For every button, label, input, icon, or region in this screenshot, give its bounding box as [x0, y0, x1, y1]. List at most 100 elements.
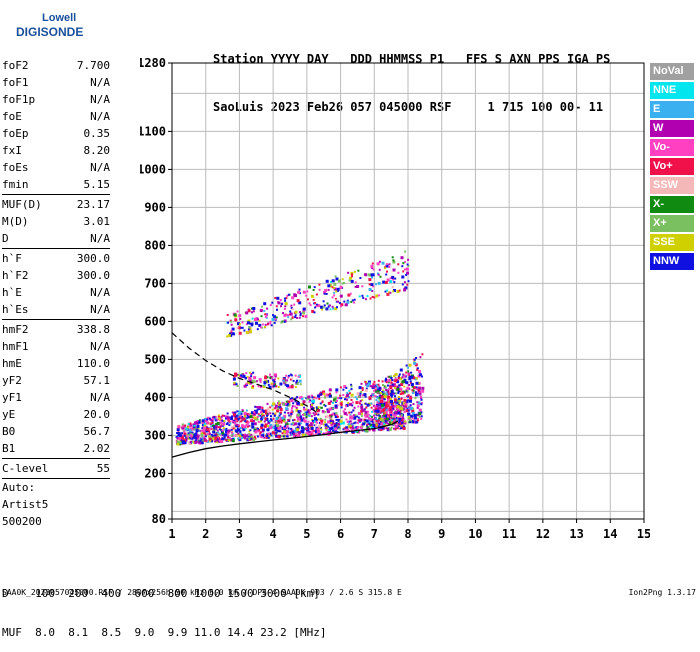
echo-point	[188, 424, 191, 427]
echo-point	[389, 277, 392, 280]
echo-point	[326, 410, 330, 414]
echo-point	[309, 412, 312, 415]
echo-point	[359, 399, 362, 402]
echo-point	[308, 414, 311, 417]
echo-point	[381, 393, 384, 396]
echo-point	[296, 420, 299, 422]
echo-point	[390, 408, 393, 411]
echo-point	[336, 287, 340, 291]
echo-point	[398, 399, 402, 403]
echo-point	[376, 405, 379, 407]
echo-point	[390, 400, 393, 403]
echo-point	[377, 425, 380, 428]
echo-point	[297, 422, 301, 426]
echo-point	[217, 431, 220, 434]
echo-point	[250, 437, 253, 440]
param-separator	[2, 458, 110, 459]
logo-line-2: DIGISONDE	[16, 25, 84, 39]
echo-point	[289, 415, 292, 418]
echo-point	[364, 428, 368, 432]
echo-point	[212, 425, 215, 428]
echo-point	[300, 403, 304, 407]
echo-point	[392, 421, 395, 424]
echo-point	[209, 435, 212, 438]
echo-point	[239, 415, 242, 418]
echo-point	[406, 283, 409, 286]
echo-point	[311, 400, 313, 403]
echo-point	[400, 407, 404, 411]
y-tick-label: 600	[144, 314, 166, 328]
echo-point	[409, 380, 412, 383]
echo-point	[266, 323, 269, 326]
echo-point	[299, 314, 302, 317]
legend-item: SSW	[650, 177, 694, 194]
legend-item: SSE	[650, 234, 694, 251]
echo-point	[286, 294, 289, 297]
echo-point	[420, 415, 423, 418]
echo-point	[416, 367, 419, 370]
echo-point	[303, 427, 306, 430]
echo-point	[274, 297, 277, 299]
echo-point	[411, 389, 414, 392]
echo-point	[361, 394, 364, 397]
echo-point	[390, 403, 393, 406]
echo-point	[250, 373, 253, 375]
echo-point	[284, 297, 286, 300]
echo-point	[306, 409, 310, 413]
echo-point	[397, 263, 400, 266]
echo-point	[328, 388, 332, 392]
echo-point	[201, 425, 204, 428]
echo-point	[302, 290, 306, 294]
echo-point	[255, 380, 258, 383]
echo-point	[286, 379, 289, 382]
echo-point	[214, 436, 218, 440]
legend-item: Vo-	[650, 139, 694, 156]
echo-point	[244, 434, 248, 438]
logo-line-1: Lowell	[42, 12, 77, 24]
echo-point	[283, 313, 287, 317]
echo-point	[239, 420, 242, 423]
echo-point	[368, 429, 371, 432]
echo-point	[303, 419, 306, 422]
echo-point	[320, 393, 323, 396]
echo-point	[215, 427, 217, 430]
echo-point	[350, 398, 353, 401]
echo-point	[318, 397, 321, 400]
echo-point	[311, 309, 315, 313]
echo-point	[275, 316, 278, 319]
echo-point	[183, 441, 187, 445]
echo-point	[331, 279, 335, 283]
echo-point	[251, 422, 255, 426]
echo-point	[352, 427, 354, 430]
echo-point	[381, 419, 385, 423]
echo-point	[329, 392, 331, 395]
echo-point	[296, 428, 299, 432]
param-row: foF1p N/A	[2, 91, 110, 108]
echo-point	[280, 435, 283, 438]
echo-point	[395, 401, 398, 404]
echo-point	[333, 412, 336, 415]
echo-point	[287, 314, 289, 317]
echo-point	[385, 273, 388, 276]
echo-point	[220, 430, 223, 433]
echo-point	[324, 418, 327, 421]
echo-point	[277, 385, 280, 388]
echo-point	[216, 422, 220, 425]
echo-point	[290, 433, 293, 436]
echo-point	[417, 389, 420, 391]
echo-point	[188, 422, 192, 426]
echo-point	[302, 417, 305, 420]
echo-point	[298, 432, 301, 435]
echo-point	[398, 409, 401, 412]
echo-point	[327, 284, 331, 288]
echo-point	[357, 416, 360, 419]
echo-point	[208, 417, 211, 420]
echo-point	[406, 386, 410, 390]
param-row: C-level 55	[2, 460, 110, 477]
echo-point	[388, 400, 391, 403]
echo-point	[345, 426, 349, 430]
param-name: h`F	[2, 252, 22, 265]
echo-point	[244, 420, 247, 423]
echo-point	[286, 404, 289, 407]
param-name: D	[2, 232, 9, 245]
